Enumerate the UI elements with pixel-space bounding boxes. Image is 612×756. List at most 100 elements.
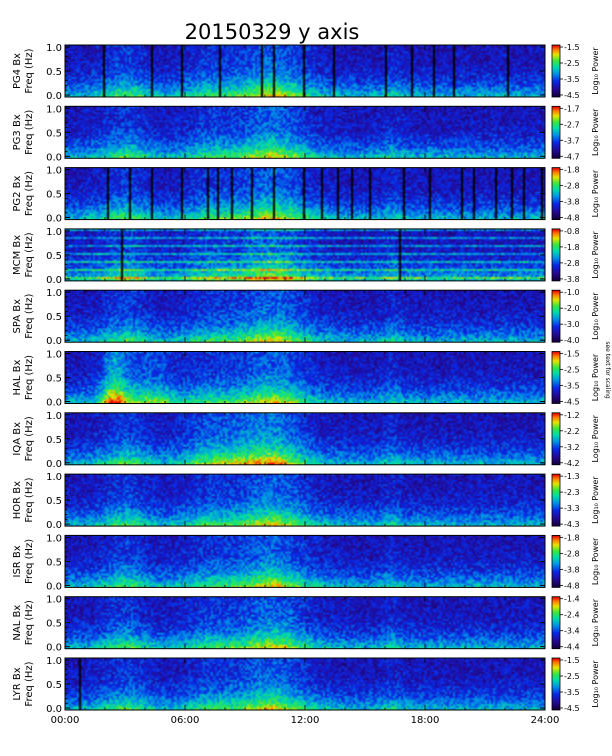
y-tick-label: 1.0	[46, 472, 62, 483]
y-tick-label: 0.0	[46, 336, 62, 347]
y-label-station: PG4 Bx	[12, 53, 23, 89]
colorbar-tick-label: -4.8	[564, 214, 580, 223]
panel-pg4: 0.0 0.5 1.0 PG4 Bx Freq (Hz) -1.5 -2.5 -3.5 -4.5…	[12, 43, 600, 102]
y-label-station: HOR Bx	[12, 481, 23, 519]
colorbar-gradient	[552, 228, 560, 281]
y-label-freq: Freq (Hz)	[24, 477, 35, 522]
colorbar-tick-label: -3.5	[564, 382, 580, 391]
y-label-station: SPA Bx	[12, 299, 23, 334]
colorbar-tick-label: -3.8	[564, 275, 580, 284]
colorbar-tick-label: -4.4	[564, 643, 580, 652]
colorbar-frame	[551, 412, 561, 466]
colorbar-tick-label: -1.0	[564, 288, 580, 297]
colorbar-frame	[551, 535, 561, 588]
panel-pg2: 0.0 0.5 1.0 PG2 Bx Freq (Hz) -1.8 -2.8 -3.8 -4.8…	[12, 166, 600, 225]
y-tick-label: 1.0	[46, 533, 62, 544]
colorbar-gradient	[552, 535, 560, 588]
colorbar-tick-label: -1.5	[564, 350, 580, 359]
spectrogram-lyr	[65, 658, 545, 710]
colorbar-nal: -1.4 -2.4 -3.4 -4.4 Log₁₀ Power	[551, 595, 600, 652]
panel-spa: 0.0 0.5 1.0 SPA Bx Freq (Hz) -1.0 -2.0 -3.0 -4.0…	[12, 288, 600, 347]
side-note: see text for scaling	[604, 341, 611, 399]
colorbar-tick-label: -2.5	[564, 59, 580, 68]
y-label-freq: Freq (Hz)	[24, 171, 35, 216]
panel-hor: 0.0 0.5 1.0 HOR Bx Freq (Hz) -1.3 -2.3 -3.3 -4.3…	[12, 472, 600, 531]
colorbar-tick-label: -3.5	[564, 688, 580, 697]
colorbar-tick-label: -4.0	[564, 336, 580, 345]
colorbar-tick-label: -4.5	[564, 91, 580, 100]
colorbar-tick-label: -2.0	[564, 304, 580, 313]
colorbar-frame	[551, 289, 561, 343]
colorbar-gradient	[552, 658, 560, 710]
spectrogram-iqa	[65, 412, 545, 465]
y-tick-label: 0.0	[46, 398, 62, 409]
colorbar-tick-label: -1.8	[564, 243, 580, 252]
spectrogram-isr	[65, 535, 545, 588]
colorbar-tick-label: -3.3	[564, 504, 580, 513]
colorbar-tick-label: -3.7	[564, 136, 580, 145]
colorbar-label: Log₁₀ Power	[591, 169, 600, 217]
colorbar-gradient	[552, 412, 560, 465]
colorbar-tick-label: -1.2	[564, 411, 580, 420]
colorbar-frame	[551, 657, 561, 711]
y-label-freq: Freq (Hz)	[24, 110, 35, 155]
colorbar-lyr: -1.5 -2.5 -3.5 -4.5 Log₁₀ Power	[551, 656, 600, 713]
spectrogram-pg4	[65, 45, 545, 97]
colorbar-label: Log₁₀ Power	[591, 108, 600, 156]
y-tick-label: 0.5	[46, 312, 62, 323]
panel-iqa: 0.0 0.5 1.0 IQA Bx Freq (Hz) -1.2 -2.2 -3.2 -4.2…	[12, 411, 600, 470]
y-label-freq: Freq (Hz)	[24, 232, 35, 277]
y-tick-label: 1.0	[46, 288, 62, 299]
y-label-freq: Freq (Hz)	[24, 661, 35, 706]
y-tick-label: 0.0	[46, 520, 62, 531]
colorbar-tick-label: -2.8	[564, 182, 580, 191]
y-tick-label: 0.5	[46, 680, 62, 691]
y-tick-label: 0.0	[46, 152, 62, 163]
y-label-station: IQA Bx	[12, 422, 23, 456]
x-tick-label: 24:00	[531, 715, 560, 726]
y-tick-label: 1.0	[46, 350, 62, 361]
y-tick-label: 1.0	[46, 656, 62, 667]
colorbar-mcm: -0.8 -1.8 -2.8 -3.8 Log₁₀ Power	[551, 227, 600, 284]
y-label-freq: Freq (Hz)	[24, 416, 35, 461]
colorbar-tick-label: -1.5	[564, 43, 580, 52]
colorbar-tick-label: -2.4	[564, 611, 580, 620]
colorbar-gradient	[552, 596, 560, 649]
colorbar-tick-label: -3.8	[564, 565, 580, 574]
panel-pg3: 0.0 0.5 1.0 PG3 Bx Freq (Hz) -1.7 -2.7 -3.7 -4.7…	[12, 104, 600, 163]
y-tick-label: 0.5	[46, 557, 62, 568]
colorbar-hor: -1.3 -2.3 -3.3 -4.3 Log₁₀ Power	[551, 472, 600, 529]
spectrogram-mcm	[65, 228, 545, 281]
spectrogram-nal	[65, 596, 545, 649]
colorbar-tick-label: -4.8	[564, 581, 580, 590]
y-tick-label: 0.0	[46, 643, 62, 654]
panel-nal: 0.0 0.5 1.0 NAL Bx Freq (Hz) -1.4 -2.4 -3.4 -4.4…	[12, 595, 600, 654]
colorbar-pg2: -1.8 -2.8 -3.8 -4.8 Log₁₀ Power	[551, 166, 600, 223]
spectrogram-pg3	[65, 106, 545, 159]
colorbar-pg3: -1.7 -2.7 -3.7 -4.7 Log₁₀ Power	[551, 104, 600, 161]
colorbar-tick-label: -2.2	[564, 427, 580, 436]
x-tick-label: 18:00	[411, 715, 440, 726]
y-label-freq: Freq (Hz)	[24, 48, 35, 93]
colorbar-iqa: -1.2 -2.2 -3.2 -4.2 Log₁₀ Power	[551, 411, 600, 468]
y-tick-label: 1.0	[46, 104, 62, 115]
colorbar-tick-label: -1.8	[564, 533, 580, 542]
colorbar-gradient	[552, 167, 560, 220]
y-tick-label: 0.5	[46, 67, 62, 78]
colorbar-tick-label: -1.7	[564, 104, 580, 113]
y-label-freq: Freq (Hz)	[24, 294, 35, 339]
y-tick-label: 0.5	[46, 435, 62, 446]
y-label-station: HAL Bx	[12, 359, 23, 395]
colorbar-label: Log₁₀ Power	[591, 476, 600, 524]
x-tick-label: 00:00	[51, 715, 80, 726]
colorbar-label: Log₁₀ Power	[591, 292, 600, 340]
colorbar-frame	[551, 351, 561, 404]
y-tick-label: 1.0	[46, 43, 62, 54]
y-tick-label: 0.5	[46, 374, 62, 385]
colorbar-tick-label: -2.3	[564, 488, 580, 497]
panel-mcm: 0.0 0.5 1.0 MCM Bx Freq (Hz) -0.8 -1.8 -2.8 -3.8…	[12, 227, 600, 286]
colorbar-frame	[551, 167, 561, 221]
panel-hal: 0.0 0.5 1.0 HAL Bx Freq (Hz) -1.5 -2.5 -3.5 -4.5…	[12, 350, 600, 409]
y-tick-label: 0.0	[46, 459, 62, 470]
